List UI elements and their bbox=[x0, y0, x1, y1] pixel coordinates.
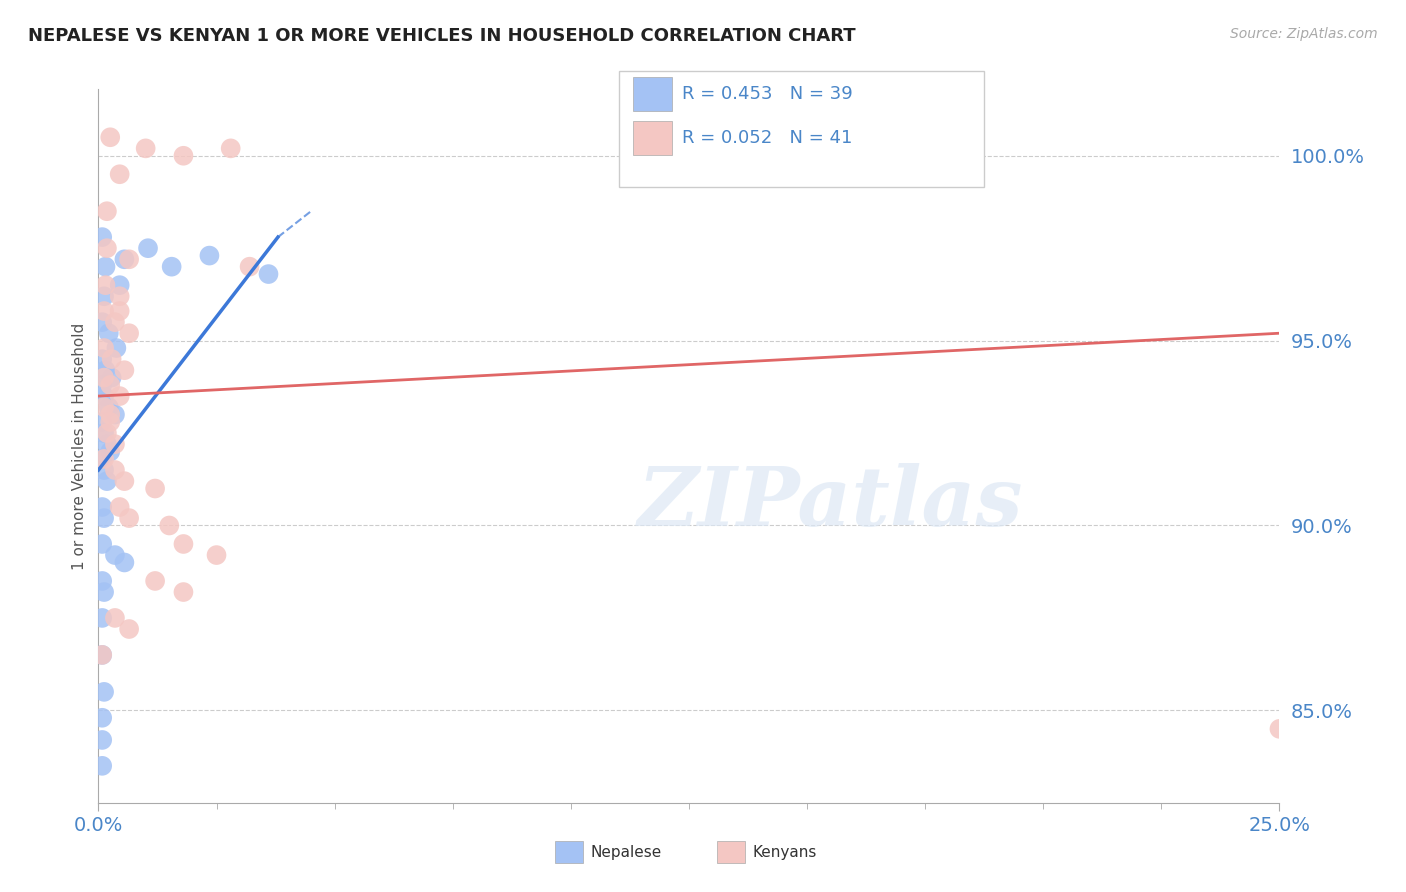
Point bbox=[91, 648, 114, 662]
Point bbox=[96, 474, 118, 488]
Point bbox=[112, 556, 135, 570]
Point bbox=[104, 548, 127, 562]
Point bbox=[112, 363, 135, 377]
Point bbox=[172, 537, 194, 551]
Point bbox=[91, 648, 114, 662]
Text: Kenyans: Kenyans bbox=[752, 845, 817, 860]
Point bbox=[112, 252, 135, 267]
Point bbox=[91, 500, 114, 514]
Point bbox=[93, 304, 115, 318]
Point bbox=[219, 141, 242, 155]
Text: R = 0.052   N = 41: R = 0.052 N = 41 bbox=[682, 129, 852, 147]
Point bbox=[108, 500, 131, 514]
Point bbox=[91, 315, 114, 329]
Point bbox=[98, 378, 121, 392]
Point bbox=[100, 352, 122, 367]
Point bbox=[143, 574, 166, 588]
Point bbox=[98, 415, 121, 429]
Point bbox=[93, 370, 115, 384]
Point bbox=[91, 537, 114, 551]
Point bbox=[108, 389, 131, 403]
Point bbox=[205, 548, 228, 562]
Point bbox=[157, 518, 180, 533]
Point bbox=[104, 611, 127, 625]
Point bbox=[136, 241, 159, 255]
Point bbox=[98, 130, 121, 145]
Point bbox=[93, 463, 115, 477]
Text: NEPALESE VS KENYAN 1 OR MORE VEHICLES IN HOUSEHOLD CORRELATION CHART: NEPALESE VS KENYAN 1 OR MORE VEHICLES IN… bbox=[28, 27, 856, 45]
Point bbox=[160, 260, 183, 274]
Point bbox=[94, 260, 117, 274]
Point bbox=[91, 759, 114, 773]
Point bbox=[91, 711, 114, 725]
Point bbox=[239, 260, 262, 274]
Point bbox=[91, 611, 114, 625]
Point bbox=[104, 463, 127, 477]
Point bbox=[91, 352, 114, 367]
Point bbox=[100, 370, 122, 384]
Point bbox=[91, 378, 114, 392]
Point bbox=[93, 585, 115, 599]
Point bbox=[93, 511, 115, 525]
Point bbox=[118, 622, 141, 636]
Point bbox=[104, 408, 127, 422]
Point bbox=[93, 289, 115, 303]
Point bbox=[93, 389, 115, 403]
Point bbox=[96, 425, 118, 440]
Point bbox=[172, 149, 194, 163]
Point bbox=[93, 400, 115, 414]
Point bbox=[94, 278, 117, 293]
Point bbox=[118, 326, 141, 341]
Point bbox=[108, 278, 131, 293]
Text: ZIPatlas: ZIPatlas bbox=[638, 463, 1024, 543]
Point bbox=[104, 315, 127, 329]
Point bbox=[91, 452, 114, 467]
Point bbox=[104, 437, 127, 451]
Point bbox=[1268, 722, 1291, 736]
Point bbox=[198, 249, 221, 263]
Point bbox=[91, 415, 114, 429]
Point bbox=[97, 400, 120, 414]
Point bbox=[98, 444, 121, 458]
Point bbox=[143, 482, 166, 496]
Point bbox=[112, 474, 135, 488]
Point bbox=[108, 304, 131, 318]
Text: Nepalese: Nepalese bbox=[591, 845, 662, 860]
Point bbox=[108, 289, 131, 303]
Point bbox=[96, 241, 118, 255]
Point bbox=[91, 574, 114, 588]
Text: R = 0.453   N = 39: R = 0.453 N = 39 bbox=[682, 85, 852, 103]
Point bbox=[98, 408, 121, 422]
Point bbox=[135, 141, 157, 155]
Text: Source: ZipAtlas.com: Source: ZipAtlas.com bbox=[1230, 27, 1378, 41]
Point bbox=[96, 437, 118, 451]
Point bbox=[97, 326, 120, 341]
Point bbox=[93, 341, 115, 355]
Point bbox=[93, 425, 115, 440]
Point bbox=[93, 685, 115, 699]
Point bbox=[93, 452, 115, 467]
Point bbox=[91, 733, 114, 747]
Point bbox=[172, 585, 194, 599]
Point bbox=[91, 230, 114, 244]
Point bbox=[118, 252, 141, 267]
Point bbox=[105, 341, 128, 355]
Y-axis label: 1 or more Vehicles in Household: 1 or more Vehicles in Household bbox=[72, 322, 87, 570]
Point bbox=[96, 204, 118, 219]
Point bbox=[118, 511, 141, 525]
Point bbox=[108, 167, 131, 181]
Point bbox=[94, 363, 117, 377]
Point bbox=[257, 267, 280, 281]
